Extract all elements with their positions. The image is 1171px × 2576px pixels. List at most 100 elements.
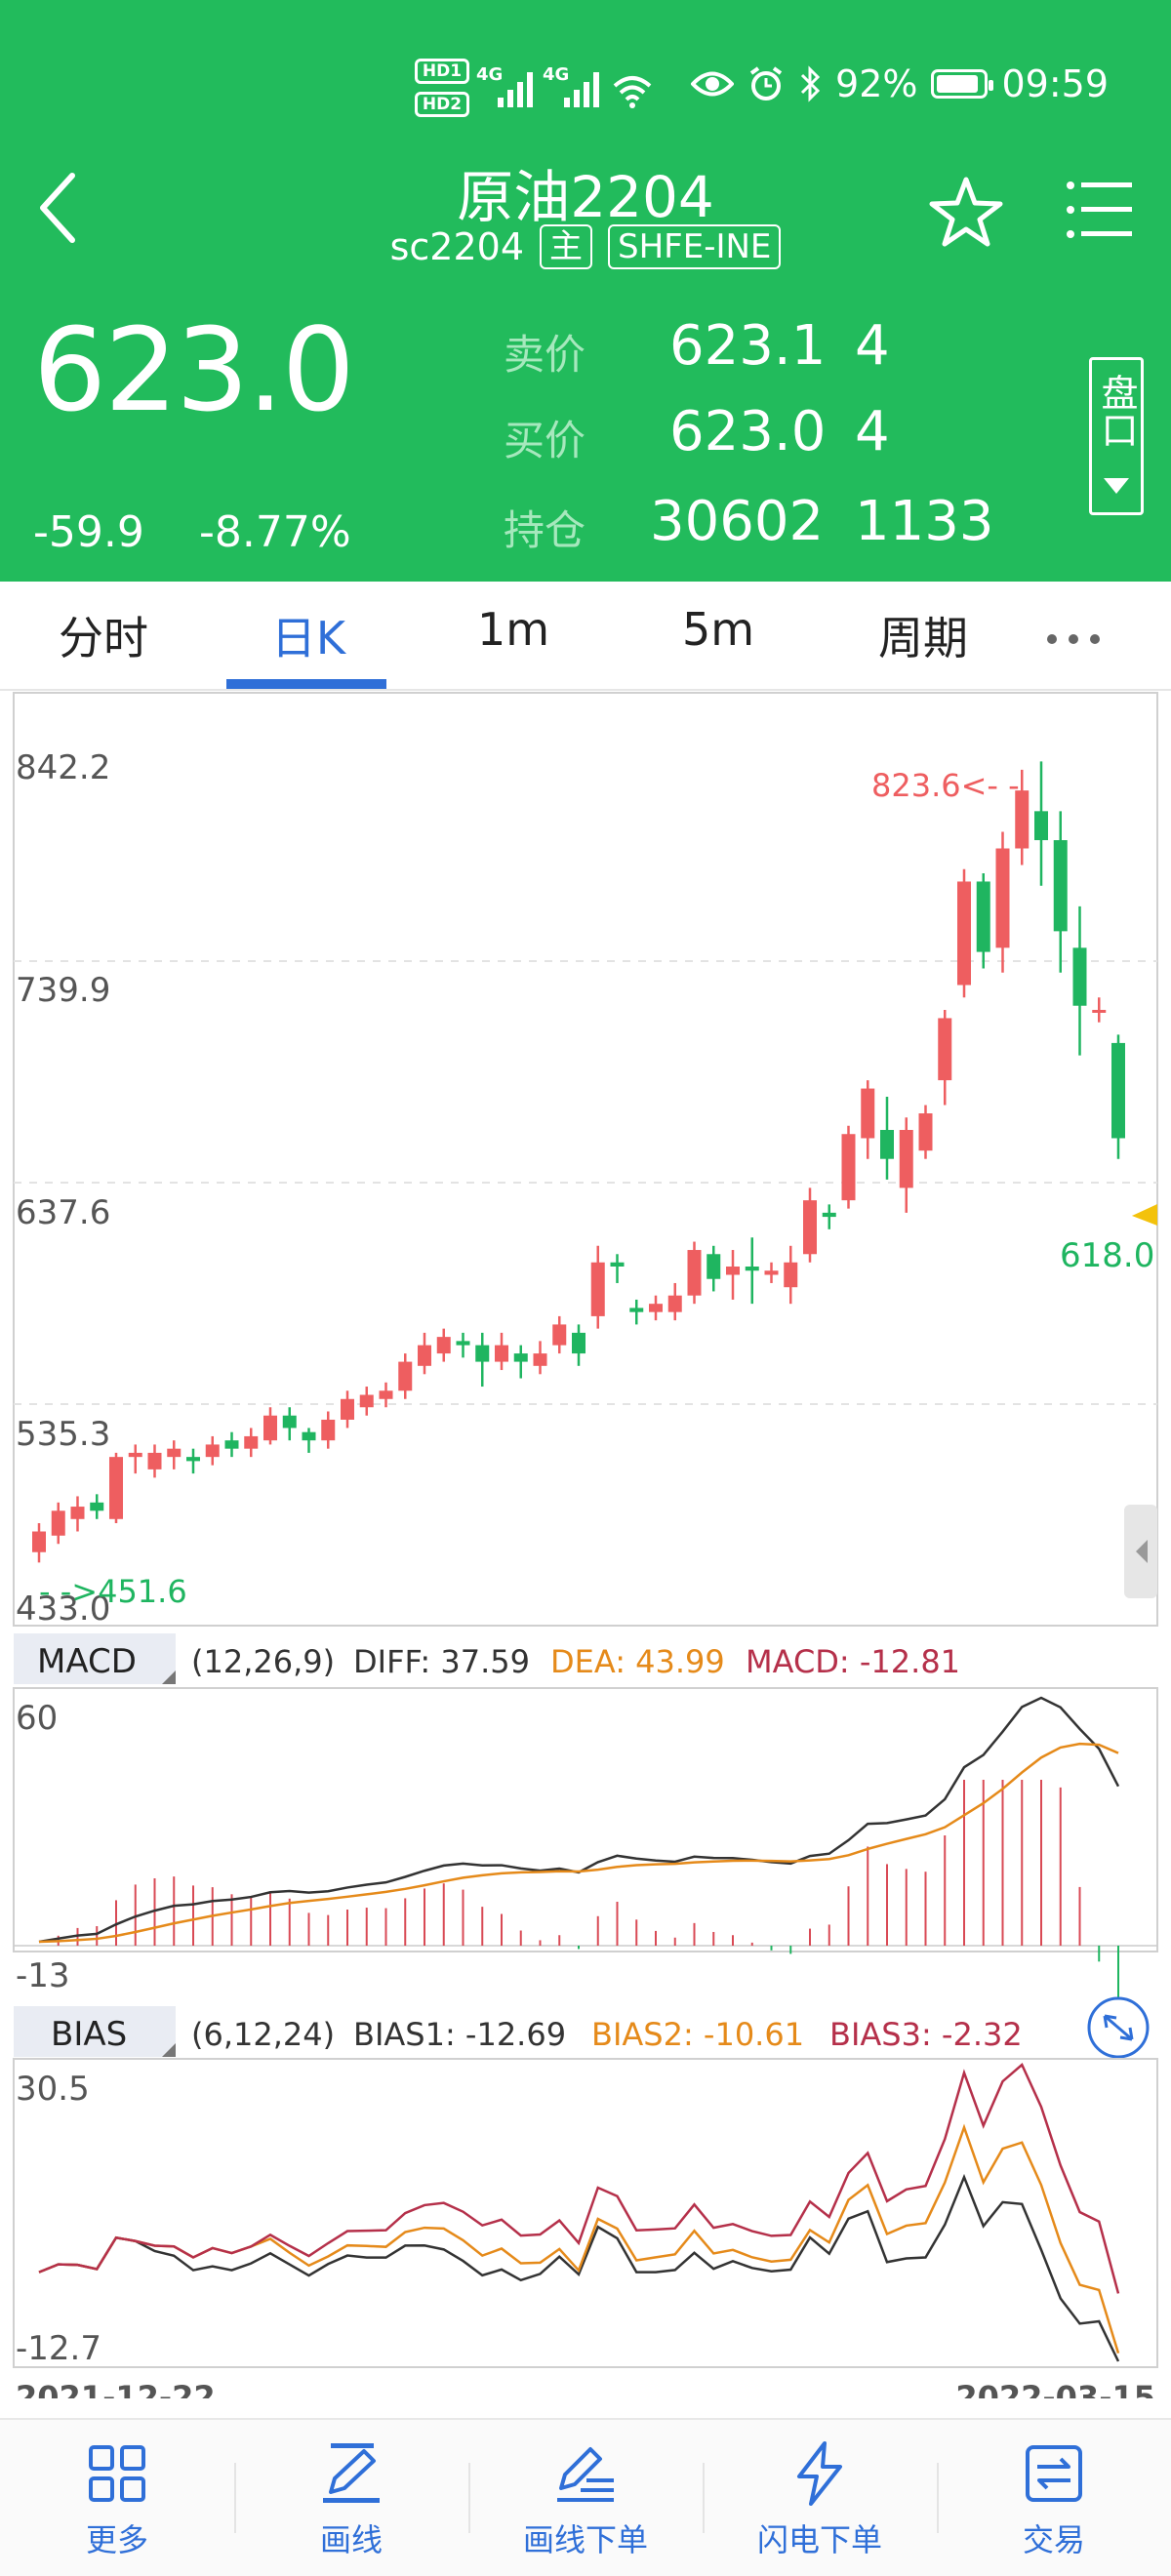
candle: [1053, 840, 1068, 932]
tab-1m[interactable]: 1m: [476, 603, 550, 656]
hd1-icon: HD1: [415, 59, 469, 84]
nav-label: 交易: [1022, 2521, 1085, 2558]
bid-volume: 4: [855, 400, 890, 463]
nav-trade[interactable]: 交易: [956, 2439, 1151, 2560]
divider: [234, 2463, 236, 2533]
candle: [995, 848, 1010, 948]
bias-name: BIAS: [51, 2015, 127, 2054]
candle: [205, 1444, 220, 1458]
bias2-value: BIAS2: -10.61: [591, 2016, 804, 2053]
bluetooth-icon: [800, 65, 821, 102]
candle: [1072, 947, 1087, 1006]
nav-label: 画线: [319, 2521, 383, 2558]
candle: [224, 1440, 239, 1449]
date-end: 2022-03-15: [955, 2379, 1155, 2398]
open-interest: 30602: [650, 490, 825, 553]
nav-label: 画线下单: [522, 2521, 648, 2558]
candle: [726, 1267, 740, 1275]
candle: [629, 1308, 644, 1312]
macd-histogram: [57, 1780, 1119, 2004]
candle: [321, 1419, 336, 1441]
tab-5m[interactable]: 5m: [681, 603, 755, 656]
candle: [282, 1415, 297, 1429]
bias1-line: [38, 2173, 1120, 2362]
bottom-toolbar: 更多 画线 画线下单 闪电下单 交易: [0, 2418, 1171, 2576]
candle: [398, 1361, 413, 1391]
battery-percent: 92%: [835, 62, 918, 105]
quote-header: HD1 HD2 4G 4G: [0, 0, 1171, 582]
macd-y-bottom: -13: [16, 1956, 70, 1995]
tab-timeshare[interactable]: 分时: [59, 612, 148, 664]
chevron-left-icon: [1136, 1540, 1148, 1563]
open-interest-label: 持仓: [504, 506, 586, 554]
divider: [468, 2463, 470, 2533]
nav-draw-order[interactable]: 画线下单: [488, 2439, 683, 2560]
nav-flash-order[interactable]: 闪电下单: [722, 2439, 917, 2560]
net2-label: 4G: [543, 64, 570, 85]
period-tabs: 分时 日K 1m 5m 周期: [0, 582, 1171, 691]
high-annotation: 823.6<- -: [871, 767, 1020, 804]
macd-frame: [13, 1687, 1158, 1952]
favorite-star-icon[interactable]: [927, 174, 1005, 252]
clock: 09:59: [1001, 62, 1109, 105]
candle: [1111, 1042, 1125, 1139]
candle: [918, 1113, 933, 1151]
candle: [957, 881, 971, 986]
status-bar: HD1 HD2 4G 4G: [0, 47, 1171, 125]
open-interest-change: 1133: [855, 490, 994, 553]
net1-label: 4G: [476, 64, 504, 85]
wifi-icon: [613, 76, 652, 108]
contract-subtitle: sc2204 主 SHFE-INE: [0, 224, 1171, 269]
status-right: 92% 09:59: [691, 62, 1109, 105]
nav-label: 更多: [85, 2521, 148, 2558]
candle: [745, 1267, 759, 1271]
tab-period[interactable]: 周期: [878, 612, 968, 664]
bias-y-bottom: -12.7: [16, 2329, 101, 2368]
candle: [379, 1390, 393, 1399]
back-arrow-icon[interactable]: [27, 164, 96, 252]
menu-icon[interactable]: [1066, 178, 1134, 242]
alarm-icon: [749, 66, 783, 101]
nav-label: 闪电下单: [756, 2521, 882, 2558]
tab-daily-k[interactable]: 日K: [270, 612, 346, 664]
macd-y-top: 60: [16, 1699, 58, 1738]
macd-name: MACD: [37, 1642, 137, 1681]
candle: [822, 1212, 836, 1218]
order-book-button[interactable]: 盘口: [1089, 357, 1144, 515]
macd-indicator-selector[interactable]: [14, 1633, 176, 1684]
bias-params: (6,12,24): [191, 2016, 335, 2053]
candle: [109, 1457, 123, 1519]
candle: [976, 881, 990, 952]
eye-icon: [691, 71, 735, 97]
bias3-value: BIAS3: -2.32: [829, 2016, 1023, 2053]
chevron-down-icon: [1104, 478, 1129, 494]
kline-chart[interactable]: 842.2 739.9 637.6 535.3 433.0 823.6<- - …: [0, 691, 1171, 2398]
bid-label: 买价: [504, 417, 586, 464]
last-price: 623.0: [33, 302, 355, 437]
macd-diff-value: DIFF: 37.59: [353, 1643, 530, 1680]
pen-order-icon: [557, 2447, 614, 2502]
contract-title: 原油2204: [457, 164, 714, 230]
candle: [90, 1502, 104, 1511]
more-dots-icon[interactable]: [1044, 632, 1103, 646]
y-label-max: 842.2: [16, 748, 110, 787]
nav-more[interactable]: 更多: [20, 2439, 215, 2560]
candle: [590, 1262, 605, 1316]
candle: [861, 1088, 875, 1139]
main-chart-frame: [13, 692, 1158, 1627]
last-price-marker: [1132, 1206, 1157, 1226]
candle: [533, 1353, 547, 1366]
candle: [341, 1398, 354, 1420]
candle: [1034, 811, 1048, 841]
candle: [938, 1018, 952, 1081]
dropdown-corner-icon: [162, 2043, 176, 2057]
candle: [803, 1200, 817, 1255]
candle: [1092, 1009, 1107, 1013]
lightning-icon: [797, 2441, 842, 2506]
candle: [263, 1415, 277, 1441]
candle: [418, 1345, 431, 1366]
last-price-annotation: 618.0: [1060, 1236, 1154, 1275]
bias3-line: [38, 2062, 1120, 2294]
nav-draw[interactable]: 画线: [254, 2439, 449, 2560]
bias-indicator-selector[interactable]: [14, 2006, 176, 2057]
